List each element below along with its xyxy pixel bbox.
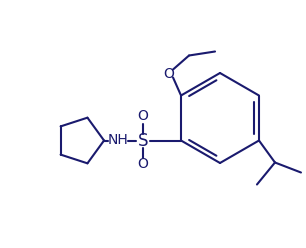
Text: S: S — [138, 131, 148, 150]
Text: NH: NH — [108, 133, 129, 148]
Text: O: O — [138, 157, 148, 172]
Text: O: O — [164, 66, 174, 81]
Text: O: O — [138, 110, 148, 124]
